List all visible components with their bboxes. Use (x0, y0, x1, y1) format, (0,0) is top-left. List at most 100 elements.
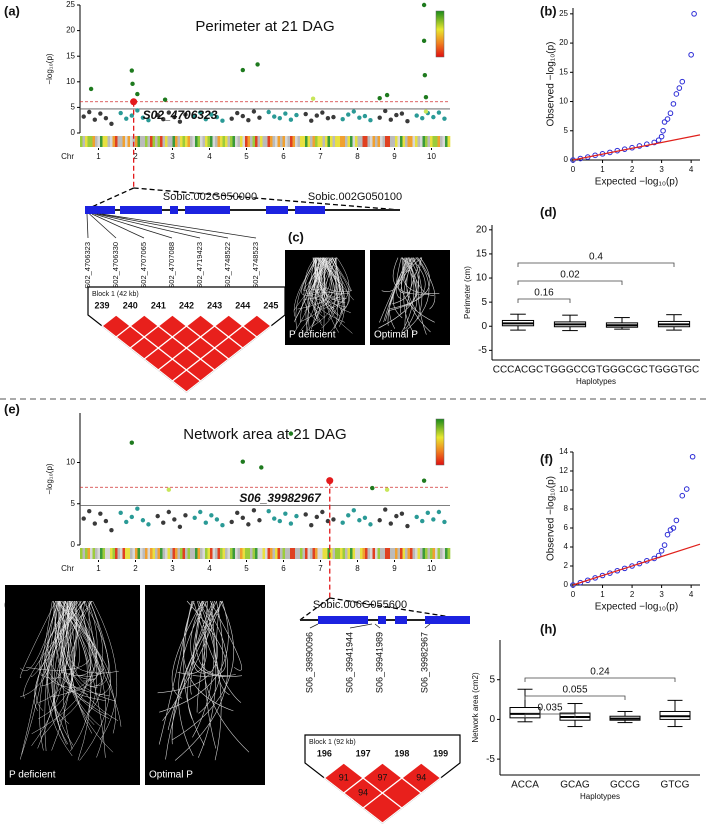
ld-cell (241, 314, 272, 338)
snp-point (325, 518, 331, 524)
snp-point (246, 522, 251, 527)
density-strip (275, 136, 278, 147)
x-tick-label: GCCG (610, 780, 640, 791)
density-strip (310, 548, 313, 559)
snp-pointer (101, 213, 257, 239)
snp-point (272, 516, 277, 521)
y-tick-label: 0 (71, 540, 76, 549)
density-strip (337, 548, 341, 559)
density-strip (360, 136, 363, 147)
density-strip (180, 136, 183, 147)
x-tick-label: 2 (133, 564, 138, 573)
density-strip (195, 548, 198, 559)
snp-point (277, 518, 282, 524)
y-tick-label: 5 (71, 499, 76, 508)
density-strip (390, 548, 393, 559)
density-strip (377, 136, 381, 147)
density-strip (202, 548, 206, 559)
qq-point (667, 110, 674, 117)
density-strip (207, 548, 211, 559)
density-strip (82, 548, 86, 559)
ld-marker: 240 (123, 300, 138, 310)
x-tick-label: 5 (244, 564, 249, 573)
density-strip (82, 136, 86, 147)
density-strip (382, 136, 386, 147)
snp-point (177, 524, 183, 530)
density-strip (355, 548, 358, 559)
density-strip (370, 136, 373, 147)
density-strip (180, 548, 183, 559)
density-strip (90, 548, 93, 559)
comparison-bracket (524, 695, 626, 700)
exon (378, 616, 386, 624)
density-strip (292, 548, 296, 559)
snp-point (183, 513, 188, 518)
snp-point (294, 112, 299, 118)
snp-point (431, 114, 436, 120)
snp-point (129, 68, 134, 73)
density-strip (222, 136, 226, 147)
chart-title: Perimeter at 21 DAG (195, 18, 334, 35)
density-strip (145, 136, 148, 147)
snp-point (92, 521, 98, 526)
density-strip (417, 548, 421, 559)
snp-point (161, 116, 166, 122)
color-key (435, 10, 445, 58)
density-strip (190, 548, 193, 559)
density-strip (340, 548, 343, 559)
ld-marker: 243 (207, 300, 222, 310)
density-strip (245, 136, 248, 147)
x-tick-label: ACCA (511, 780, 539, 791)
snp-label: S06_39941944 (344, 632, 354, 693)
snp-point (351, 508, 356, 513)
x-axis-label: Haplotypes (580, 792, 620, 801)
snp-point (431, 517, 436, 522)
y-tick-label: 12 (559, 466, 568, 475)
density-strip (127, 548, 131, 559)
snp-point (240, 515, 245, 520)
density-strip (427, 136, 431, 147)
density-strip (302, 548, 306, 559)
density-strip (137, 548, 141, 559)
density-strip (120, 136, 123, 147)
ld-marker: 198 (394, 748, 409, 758)
panel-label: (d) (540, 204, 557, 219)
density-strip (335, 548, 338, 559)
snp-point (331, 114, 336, 120)
x-tick-label: 8 (355, 564, 360, 573)
density-strip (365, 548, 368, 559)
snp-point (421, 38, 427, 44)
density-strip (135, 136, 138, 147)
density-strip (197, 136, 201, 147)
density-strip (170, 548, 173, 559)
snp-point (246, 118, 251, 123)
snp-point (166, 509, 171, 515)
density-strip (402, 548, 406, 559)
y-tick-label: 5 (489, 674, 495, 685)
density-strip (247, 548, 251, 559)
density-strip (240, 136, 243, 147)
density-strip (165, 548, 168, 559)
density-strip (342, 548, 346, 559)
snp-point (198, 509, 203, 515)
density-strip (362, 548, 366, 559)
density-strip (152, 548, 156, 559)
snp-label: S06_39890096 (304, 632, 314, 693)
panel-label: (e) (4, 401, 20, 416)
density-strip (97, 136, 101, 147)
panel-label: (f) (540, 451, 553, 466)
density-strip (270, 548, 273, 559)
gene-name: Sobic.002G050100 (308, 191, 402, 203)
density-strip (382, 548, 386, 559)
snp-pointer (89, 213, 117, 239)
ld-marker: 197 (356, 748, 371, 758)
x-tick-label: TGGGTGC (649, 365, 700, 376)
density-strip (417, 136, 421, 147)
x-axis-label: Haplotypes (576, 377, 616, 386)
snp-point (118, 110, 123, 116)
density-strip (177, 136, 181, 147)
density-strip (337, 136, 341, 147)
x-tick-label: 5 (244, 152, 249, 161)
density-strip (445, 548, 448, 559)
exon (266, 206, 288, 214)
